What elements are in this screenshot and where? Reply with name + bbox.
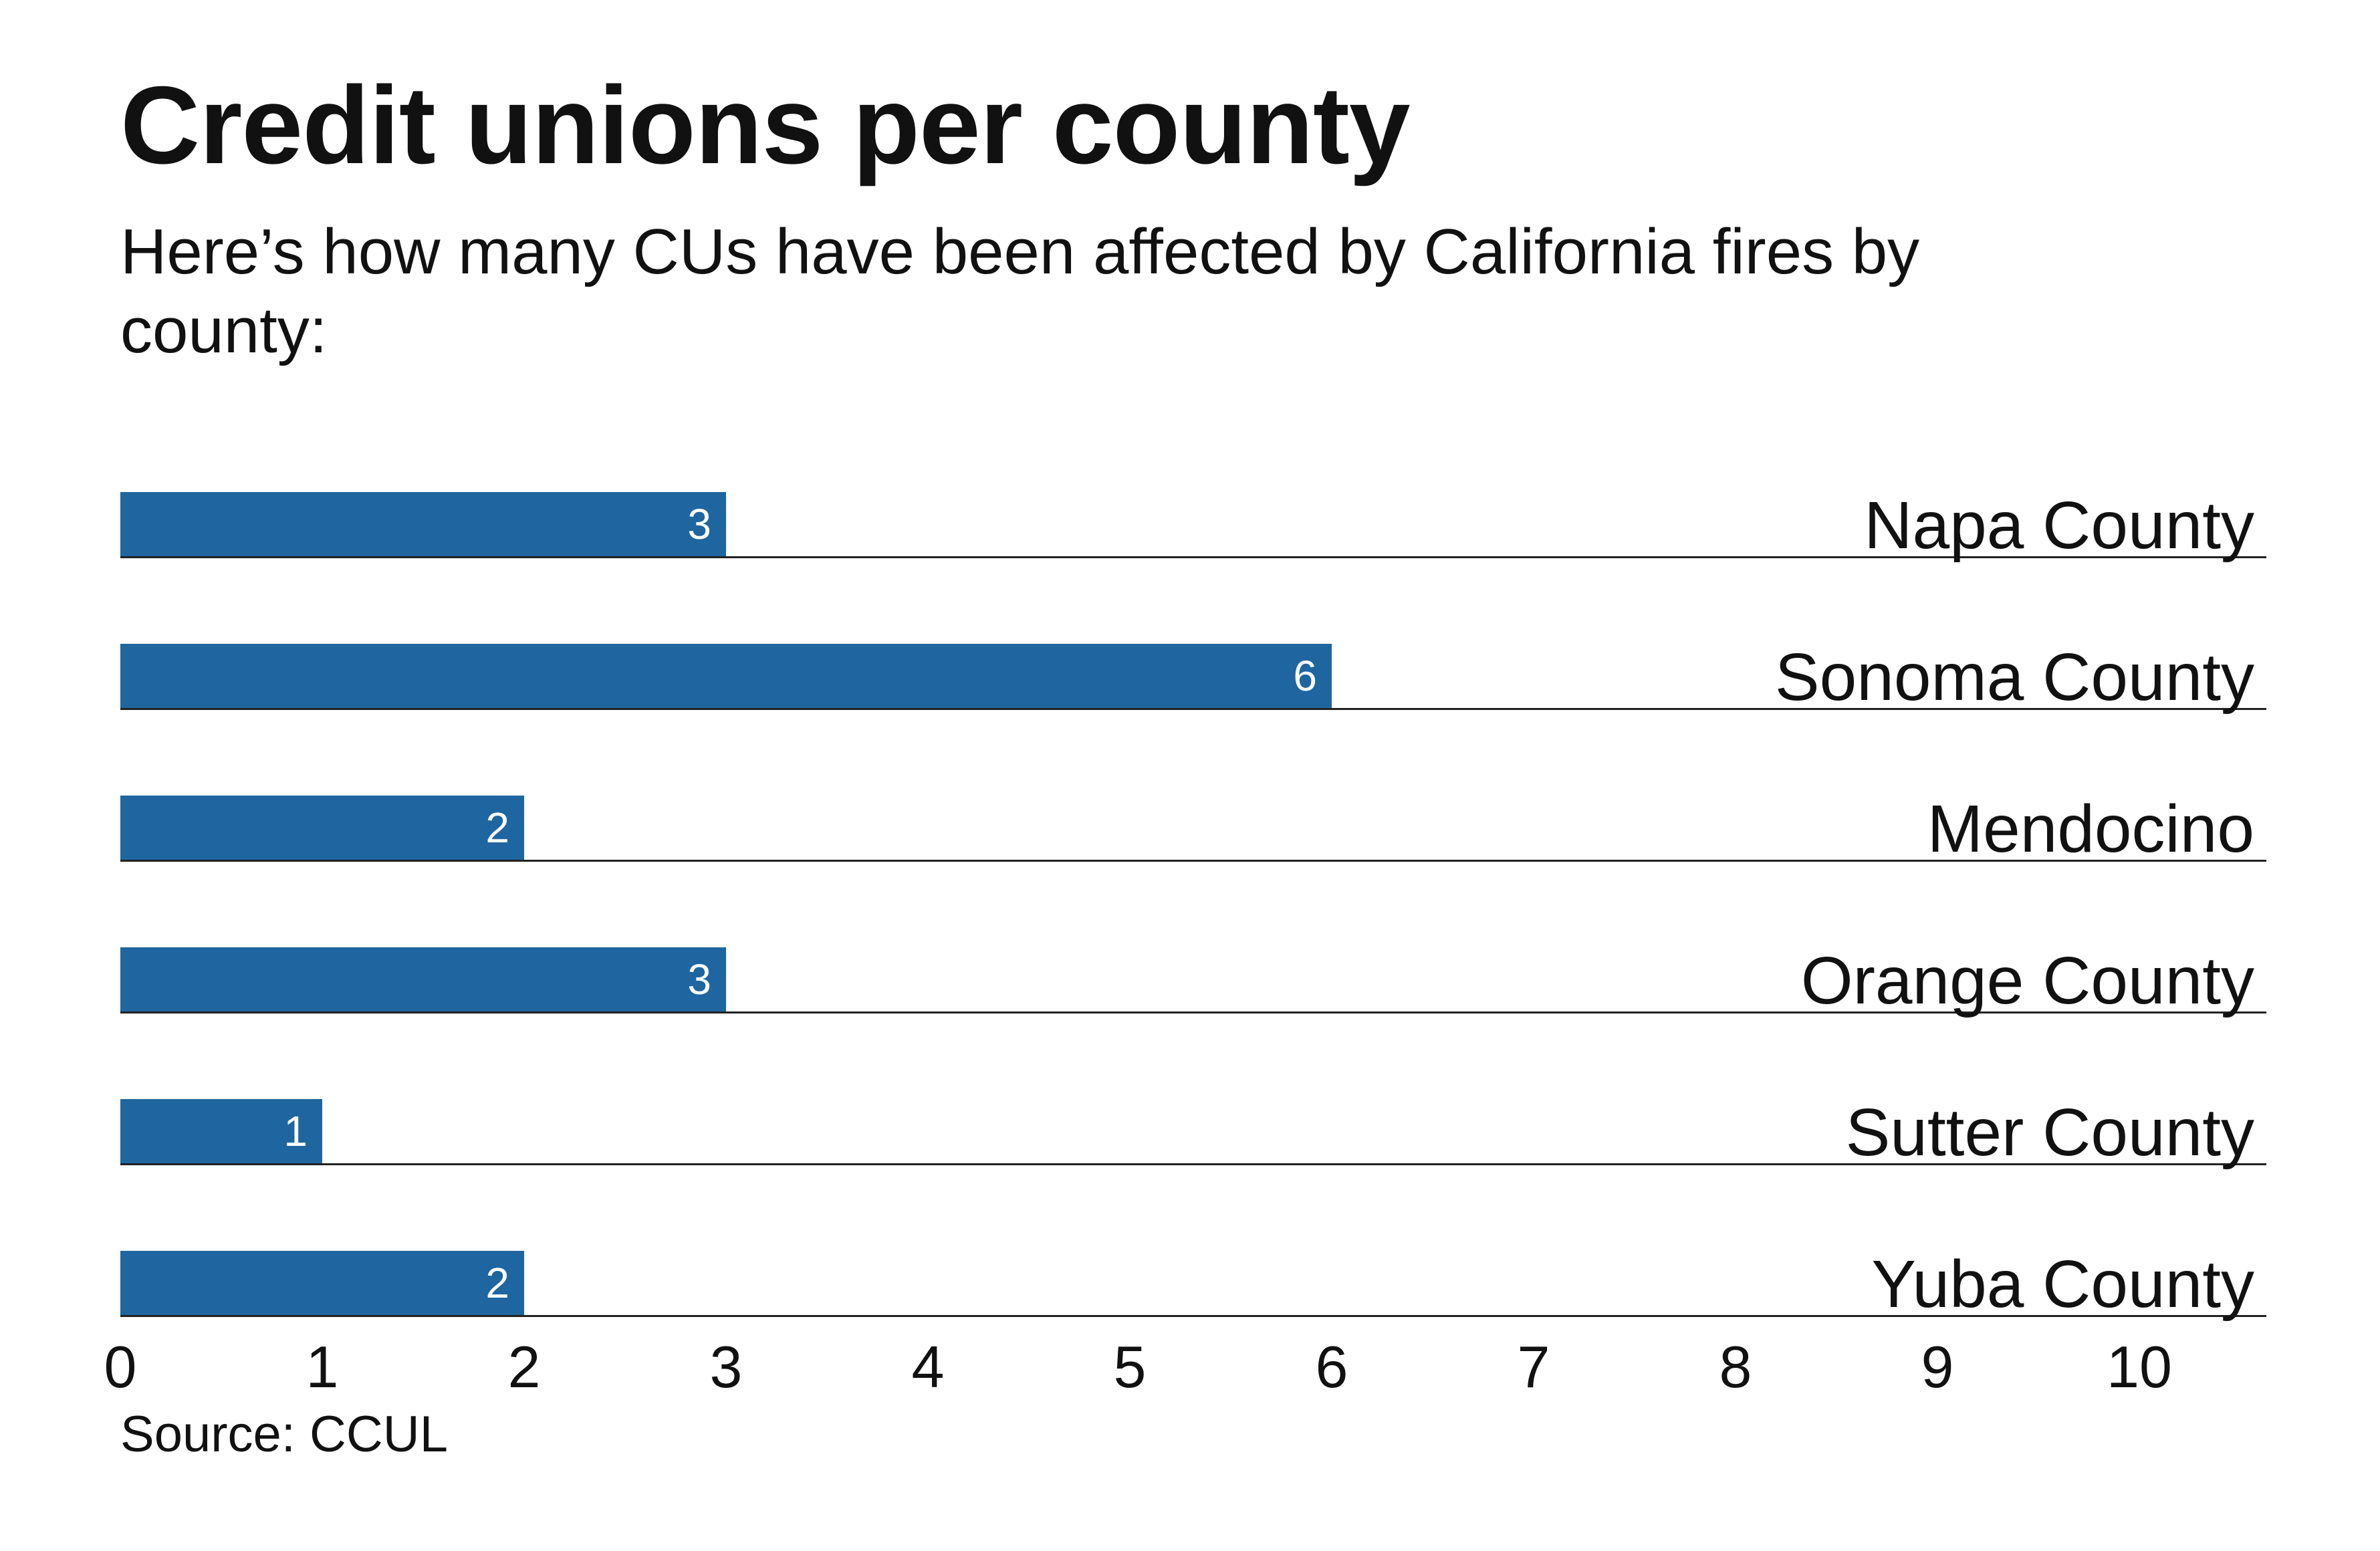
bar-row: 2 Mendocino — [120, 792, 2266, 866]
bar — [120, 644, 1332, 708]
bar-row: 2 Yuba County — [120, 1247, 2266, 1322]
bar-row: 3 Orange County — [120, 943, 2266, 1018]
x-tick-label: 5 — [1114, 1334, 1147, 1400]
x-tick-label: 8 — [1719, 1334, 1752, 1400]
bar-value-label: 3 — [687, 955, 711, 1003]
category-label: Sonoma County — [1775, 640, 2254, 715]
bar-value-label: 2 — [485, 804, 509, 852]
chart-subtitle: Here’s how many CUs have been affected b… — [120, 216, 1920, 366]
bar — [120, 947, 726, 1011]
x-tick-label: 10 — [2107, 1334, 2172, 1400]
x-axis: 0 1 2 3 4 5 6 7 8 9 10 — [104, 1334, 2172, 1400]
category-label: Sutter County — [1846, 1095, 2254, 1170]
bar — [120, 1251, 524, 1315]
category-label: Orange County — [1801, 943, 2254, 1018]
source-note: Source: CCUL — [120, 1406, 448, 1463]
x-tick-label: 1 — [306, 1334, 339, 1400]
x-tick-label: 6 — [1316, 1334, 1348, 1400]
x-tick-label: 4 — [912, 1334, 945, 1400]
bar — [120, 1099, 322, 1163]
category-label: Napa County — [1864, 488, 2254, 563]
x-tick-label: 9 — [1921, 1334, 1954, 1400]
bar-value-label: 6 — [1293, 652, 1317, 700]
bar-row: 3 Napa County — [120, 488, 2266, 563]
bar — [120, 796, 524, 860]
x-tick-label: 2 — [508, 1334, 541, 1400]
x-tick-label: 0 — [104, 1334, 137, 1400]
chart-title: Credit unions per county — [120, 64, 1411, 187]
category-label: Mendocino — [1927, 792, 2254, 866]
bar-row: 6 Sonoma County — [120, 640, 2266, 715]
bar-value-label: 3 — [687, 500, 711, 548]
category-label: Yuba County — [1871, 1247, 2254, 1322]
bar-value-label: 1 — [283, 1107, 308, 1155]
bar-row: 1 Sutter County — [120, 1095, 2266, 1170]
bar-rows: 3 Napa County 6 Sonoma County 2 Mendocino 3 Ora… — [120, 488, 2266, 1322]
x-tick-label: 7 — [1518, 1334, 1550, 1400]
bar — [120, 492, 726, 556]
bar-value-label: 2 — [485, 1259, 509, 1307]
x-tick-label: 3 — [710, 1334, 743, 1400]
